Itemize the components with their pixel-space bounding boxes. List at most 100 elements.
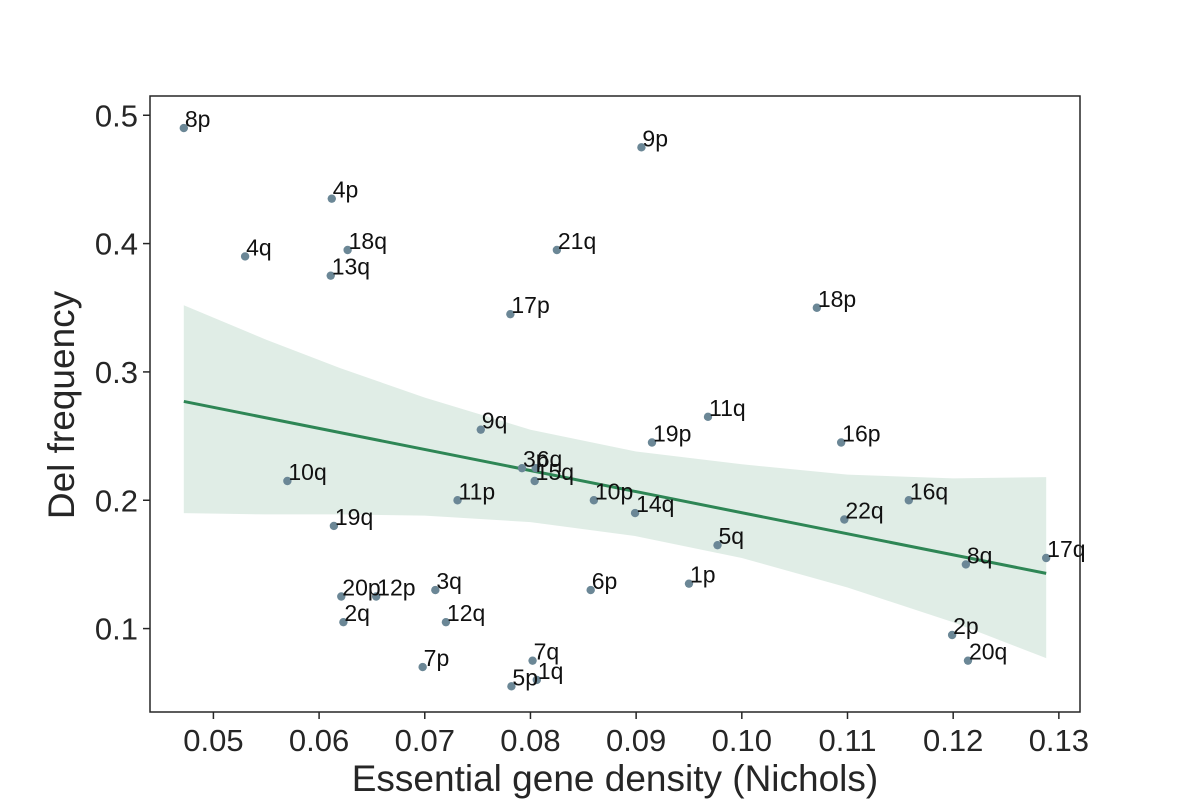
- point-label-2q: 2q: [344, 600, 370, 626]
- y-axis-label: Del frequency: [41, 290, 82, 519]
- point-label-2p: 2p: [953, 613, 979, 639]
- point-label-8p: 8p: [185, 106, 211, 132]
- y-tick-label: 0.4: [95, 227, 138, 262]
- point-label-10p: 10p: [595, 478, 633, 504]
- regression-line: [183, 399, 1047, 575]
- point-label-7q: 7q: [534, 639, 560, 665]
- data-point-2p: [947, 630, 957, 640]
- data-point-12p: [371, 592, 381, 601]
- x-tick-label: 0.05: [183, 723, 243, 758]
- point-label-22q: 22q: [845, 498, 883, 524]
- x-tick-label: 0.06: [289, 723, 349, 758]
- data-point-17p: [506, 309, 515, 319]
- data-point-16q: [904, 496, 913, 505]
- point-label-14q: 14q: [636, 491, 674, 517]
- data-point-10q: [283, 476, 292, 486]
- data-point-18q: [343, 245, 352, 255]
- point-label-18q: 18q: [349, 228, 387, 254]
- point-label-17p: 17p: [511, 292, 549, 318]
- data-point-1p: [684, 579, 694, 588]
- data-point-5q: [713, 540, 722, 550]
- x-tick-label: 0.10: [712, 723, 772, 758]
- data-point-8p: [179, 123, 189, 133]
- point-label-13q: 13q: [332, 254, 370, 280]
- data-point-14q: [630, 508, 640, 518]
- point-label-16p: 16p: [842, 421, 880, 447]
- point-label-11p: 11p: [459, 478, 496, 504]
- x-tick-label: 0.11: [818, 723, 876, 758]
- plot-frame: [149, 95, 1081, 713]
- data-point-18p: [812, 303, 822, 312]
- point-label-15q: 15q: [536, 459, 574, 485]
- point-label-10q: 10q: [288, 459, 326, 485]
- x-tick-label: 0.09: [606, 723, 666, 758]
- x-tick-label: 0.07: [395, 723, 455, 758]
- data-point-8q: [961, 560, 971, 569]
- point-label-17q: 17q: [1047, 536, 1085, 562]
- y-tick-label: 0.1: [95, 612, 138, 647]
- point-label-1q: 1q: [538, 658, 564, 684]
- x-axis-label: Essential gene density (Nichols): [352, 758, 878, 799]
- data-point-7p: [418, 662, 427, 672]
- data-point-13q: [326, 271, 335, 280]
- point-label-20q: 20q: [969, 639, 1007, 665]
- data-point-5p: [507, 682, 516, 691]
- data-point-20p: [337, 592, 346, 601]
- data-point-19p: [647, 438, 657, 447]
- data-point-11p: [453, 496, 462, 505]
- confidence-band: [183, 305, 1047, 659]
- point-label-3p: 3p: [523, 446, 549, 472]
- y-tick-label: 0.5: [95, 98, 138, 133]
- point-label-12q: 12q: [447, 600, 485, 626]
- y-tick-label: 0.3: [95, 355, 138, 390]
- data-point-7q: [528, 656, 537, 665]
- data-point-10p: [589, 496, 599, 505]
- point-label-7p: 7p: [424, 645, 450, 671]
- point-label-6p: 6p: [592, 568, 618, 594]
- x-tick-label: 0.08: [500, 723, 560, 758]
- data-point-15q: [530, 476, 539, 486]
- point-label-16q: 16q: [910, 478, 948, 504]
- point-label-5q: 5q: [719, 523, 745, 549]
- data-point-9p: [637, 143, 646, 152]
- data-points-layer: [179, 123, 1051, 691]
- data-point-16p: [836, 438, 846, 447]
- data-point-6p: [586, 585, 595, 595]
- data-point-4p: [327, 194, 336, 203]
- point-label-21q: 21q: [558, 228, 596, 254]
- regression-line-layer: [183, 399, 1047, 575]
- y-axis-ticks: 0.1 0.2 0.3 0.4 0.5: [95, 98, 150, 647]
- point-label-20p: 20p: [342, 575, 380, 601]
- x-tick-label: 0.12: [923, 723, 983, 758]
- x-axis-ticks: 0.05 0.06 0.07 0.08 0.09 0.10 0.11 0.12 0.13: [183, 712, 1089, 758]
- data-point-22q: [840, 515, 849, 524]
- point-label-9q: 9q: [482, 408, 508, 434]
- point-label-19p: 19p: [653, 421, 691, 447]
- data-point-2q: [339, 617, 348, 627]
- data-point-4q: [240, 252, 250, 261]
- data-point-3p: [517, 463, 527, 473]
- x-tick-label: 0.13: [1029, 723, 1089, 758]
- point-label-1p: 1p: [690, 562, 716, 588]
- point-label-12p: 12p: [377, 575, 415, 601]
- point-label-6q: 6q: [537, 446, 563, 472]
- data-point-9q: [476, 425, 485, 434]
- data-point-17q: [1041, 553, 1051, 563]
- data-point-19q: [329, 521, 339, 531]
- point-label-8q: 8q: [967, 542, 993, 568]
- point-label-11q: 11q: [709, 395, 746, 421]
- point-label-5p: 5p: [512, 664, 538, 690]
- point-label-19q: 19q: [335, 504, 373, 530]
- point-label-4p: 4p: [333, 177, 359, 203]
- data-point-1q: [532, 675, 541, 685]
- point-label-18p: 18p: [818, 286, 856, 312]
- data-point-12q: [441, 617, 451, 627]
- data-point-6q: [531, 463, 540, 473]
- point-label-9p: 9p: [642, 125, 668, 151]
- point-label-3q: 3q: [436, 568, 462, 594]
- data-point-11q: [703, 412, 713, 422]
- data-point-3q: [431, 585, 440, 595]
- data-point-20q: [963, 656, 973, 665]
